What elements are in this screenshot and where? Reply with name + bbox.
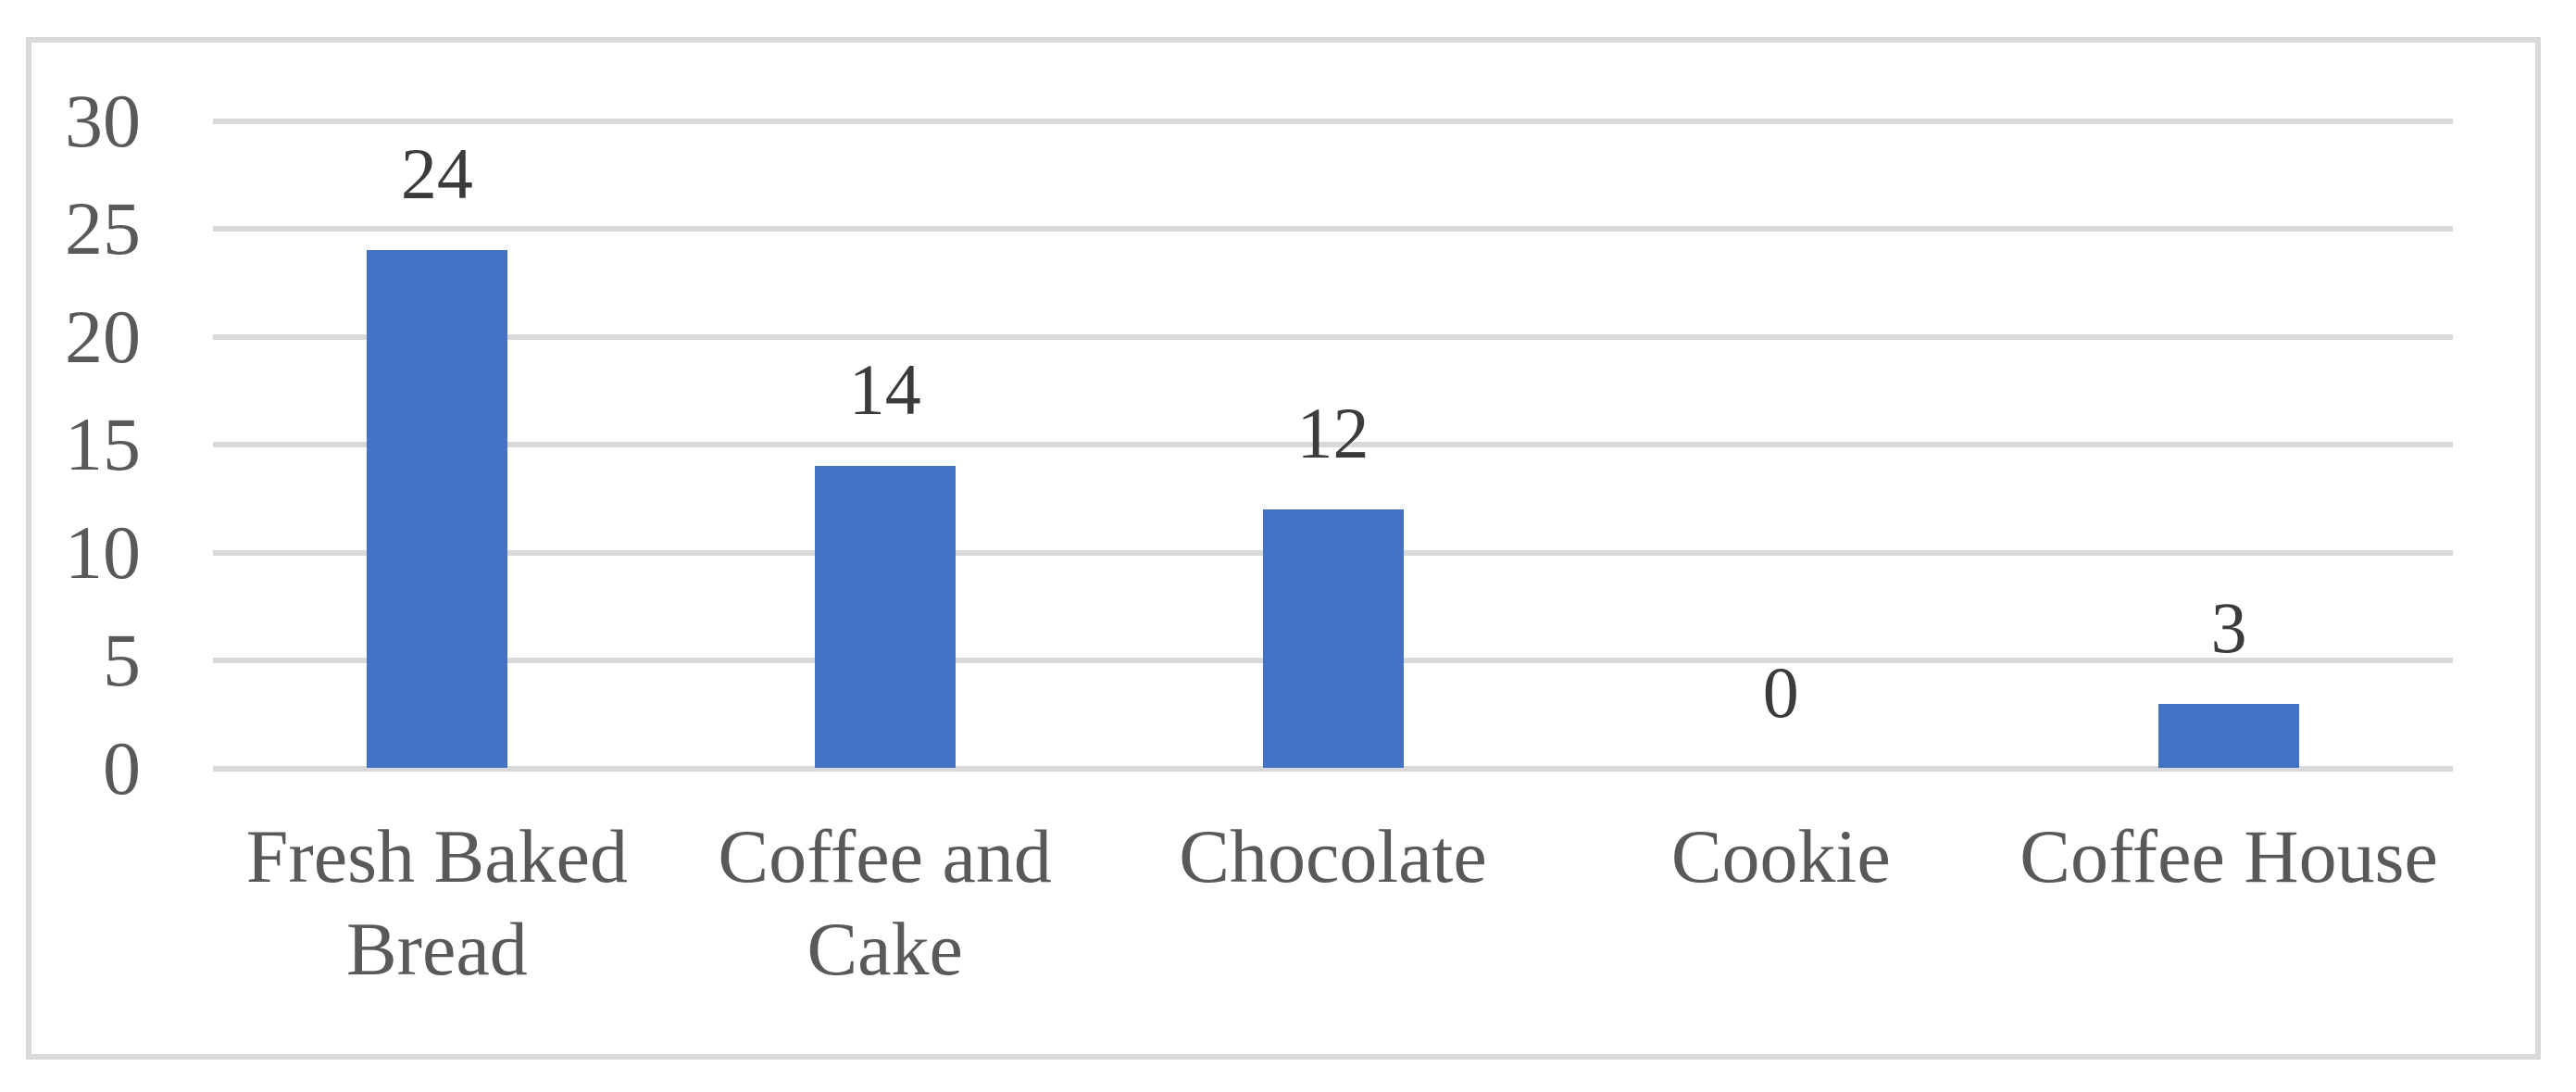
category-label: Cookie xyxy=(1670,814,1891,898)
category-label: Coffee House xyxy=(2020,814,2438,898)
y-axis-tick-label: 5 xyxy=(103,618,141,702)
bar-3 xyxy=(1262,508,1404,769)
bar-1 xyxy=(366,250,507,769)
bar-5 xyxy=(2158,703,2300,769)
bar-value-label: 0 xyxy=(1762,651,1799,733)
category-label: Chocolate xyxy=(1179,814,1487,898)
gridline-y-25 xyxy=(213,226,2453,232)
category-label: Coffee and Cake xyxy=(718,814,1052,991)
y-axis-tick-label: 10 xyxy=(65,509,141,595)
bar-value-label: 12 xyxy=(1296,392,1369,473)
category-label: Fresh Baked Bread xyxy=(245,814,628,991)
y-axis-tick-label: 25 xyxy=(65,186,141,270)
y-axis-tick-label: 15 xyxy=(65,402,141,486)
gridline-y-20 xyxy=(213,333,2453,340)
bar-value-label: 24 xyxy=(400,133,473,215)
y-axis-tick-label: 20 xyxy=(65,294,141,379)
bar-value-label: 3 xyxy=(2210,586,2247,668)
bar-2 xyxy=(814,466,956,769)
gridline-y-15 xyxy=(213,442,2453,447)
y-axis-tick-label: 0 xyxy=(103,725,141,810)
gridline-y-0 xyxy=(213,765,2453,772)
bar-value-label: 14 xyxy=(848,349,921,431)
y-axis-tick-label: 30 xyxy=(65,78,141,163)
gridline-y-30 xyxy=(213,118,2453,124)
